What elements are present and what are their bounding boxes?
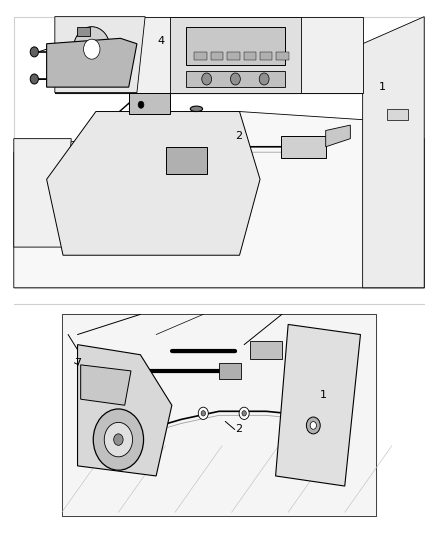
Polygon shape xyxy=(62,314,376,516)
Circle shape xyxy=(242,410,246,416)
Text: 4: 4 xyxy=(157,36,165,46)
Polygon shape xyxy=(55,17,145,93)
Circle shape xyxy=(202,73,212,85)
Ellipse shape xyxy=(190,106,203,111)
Polygon shape xyxy=(244,52,256,60)
Polygon shape xyxy=(62,314,376,516)
Polygon shape xyxy=(326,125,350,147)
Polygon shape xyxy=(276,52,289,60)
Text: 1: 1 xyxy=(320,390,327,400)
Polygon shape xyxy=(363,17,424,288)
Polygon shape xyxy=(46,111,260,255)
Circle shape xyxy=(307,417,320,434)
Circle shape xyxy=(93,409,144,470)
Circle shape xyxy=(239,407,249,419)
Circle shape xyxy=(114,434,123,446)
Text: 11: 11 xyxy=(157,101,171,111)
Circle shape xyxy=(310,422,316,429)
Polygon shape xyxy=(78,28,90,36)
Text: 2: 2 xyxy=(235,131,243,141)
Circle shape xyxy=(138,101,144,108)
Text: 5: 5 xyxy=(55,42,62,52)
Circle shape xyxy=(104,422,133,457)
Polygon shape xyxy=(14,17,424,288)
Circle shape xyxy=(198,407,208,419)
Polygon shape xyxy=(129,93,170,114)
Polygon shape xyxy=(260,52,272,60)
Polygon shape xyxy=(14,139,71,247)
Polygon shape xyxy=(81,365,131,405)
Polygon shape xyxy=(46,38,137,87)
Polygon shape xyxy=(166,147,207,174)
Polygon shape xyxy=(186,28,285,66)
Circle shape xyxy=(30,47,39,57)
Polygon shape xyxy=(55,17,363,93)
Circle shape xyxy=(73,27,110,71)
Polygon shape xyxy=(170,17,301,93)
Polygon shape xyxy=(281,136,326,158)
Circle shape xyxy=(230,73,240,85)
Polygon shape xyxy=(194,52,207,60)
Polygon shape xyxy=(211,52,223,60)
Text: 7: 7 xyxy=(74,358,81,368)
Polygon shape xyxy=(219,363,241,379)
Circle shape xyxy=(30,74,39,84)
Text: 2: 2 xyxy=(235,424,242,434)
Circle shape xyxy=(201,410,205,416)
Text: 5: 5 xyxy=(55,74,62,84)
Polygon shape xyxy=(387,109,408,120)
Polygon shape xyxy=(227,52,240,60)
Polygon shape xyxy=(251,341,282,359)
Polygon shape xyxy=(186,71,285,87)
Text: 1: 1 xyxy=(379,82,386,92)
Polygon shape xyxy=(78,345,172,476)
Polygon shape xyxy=(14,111,424,288)
Circle shape xyxy=(84,39,100,59)
Polygon shape xyxy=(276,325,360,486)
Circle shape xyxy=(259,73,269,85)
